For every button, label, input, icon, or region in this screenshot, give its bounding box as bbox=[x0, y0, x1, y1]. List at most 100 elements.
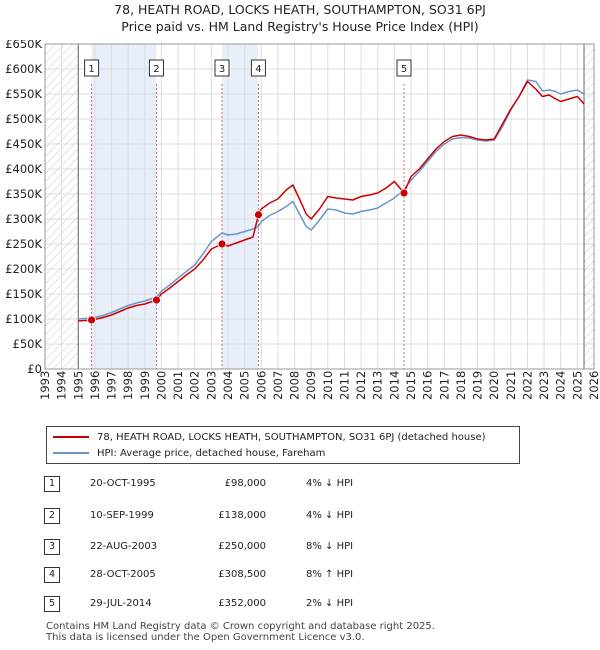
sale-marker-label-4: 4 bbox=[255, 64, 261, 75]
footer-licence: This data is licensed under the Open Gov… bbox=[46, 632, 365, 643]
x-tick-label: 2020 bbox=[487, 371, 501, 400]
y-tick-label: £550K bbox=[5, 87, 42, 101]
sale-number: 1 bbox=[44, 476, 60, 492]
sale-number: 4 bbox=[44, 567, 60, 583]
sale-marker-box-2 bbox=[148, 59, 164, 77]
y-tick-label: £200K bbox=[5, 262, 42, 276]
sale-hpi-diff: 8% ↓ HPI bbox=[306, 541, 354, 552]
chart-subtitle: Price paid vs. HM Land Registry's House … bbox=[121, 19, 479, 34]
property-series-line bbox=[78, 80, 585, 322]
sale-row-5: 5 29-JUL-2014 £352,000 2% ↓ HPI bbox=[44, 596, 404, 612]
footer: Contains HM Land Registry data © Crown c… bbox=[46, 621, 435, 643]
sale-row-4: 4 28-OCT-2005 £308,500 8% ↑ HPI bbox=[44, 567, 404, 583]
sale-marker-box-1 bbox=[84, 59, 100, 77]
x-tick-label: 2007 bbox=[271, 371, 285, 400]
sale-marker-label-5: 5 bbox=[401, 64, 407, 75]
x-tick-label: 1994 bbox=[55, 371, 69, 400]
sale-point-1 bbox=[87, 315, 96, 325]
sale-hpi-diff: 2% ↓ HPI bbox=[306, 598, 354, 609]
y-tick-label: £150K bbox=[5, 287, 42, 301]
sale-number: 2 bbox=[44, 508, 60, 524]
x-tick-label: 2010 bbox=[321, 371, 335, 400]
sale-date: 20-OCT-1995 bbox=[90, 478, 156, 489]
x-tick-label: 1996 bbox=[88, 371, 102, 400]
x-tick-label: 2017 bbox=[437, 371, 451, 400]
x-tick-label: 2025 bbox=[570, 371, 584, 400]
x-tick-label: 2003 bbox=[204, 371, 218, 400]
legend-item-hpi: HPI: Average price, detached house, Fare… bbox=[53, 446, 325, 460]
sale-hpi-diff: 8% ↑ HPI bbox=[306, 569, 354, 580]
x-tick-label: 2021 bbox=[504, 371, 518, 400]
sale-marker-box-4 bbox=[250, 59, 266, 77]
sale-hpi-diff: 4% ↓ HPI bbox=[306, 510, 354, 521]
sale-point-4 bbox=[254, 210, 263, 220]
legend-item-property: 78, HEATH ROAD, LOCKS HEATH, SOUTHAMPTON… bbox=[53, 430, 486, 444]
legend-swatch-property bbox=[53, 436, 89, 438]
sale-marker-box-3 bbox=[214, 59, 230, 77]
chart-legend: 78, HEATH ROAD, LOCKS HEATH, SOUTHAMPTON… bbox=[46, 426, 520, 464]
x-tick-label: 2018 bbox=[454, 371, 468, 400]
sale-price: £98,000 bbox=[224, 478, 266, 489]
sale-band-2 bbox=[222, 44, 259, 369]
x-tick-label: 1998 bbox=[121, 371, 135, 400]
x-tick-label: 2024 bbox=[554, 371, 568, 400]
x-tick-label: 2005 bbox=[238, 371, 252, 400]
footer-copyright: Contains HM Land Registry data © Crown c… bbox=[46, 621, 435, 632]
sale-price: £138,000 bbox=[218, 510, 266, 521]
x-tick-label: 1995 bbox=[71, 371, 85, 400]
sale-date: 10-SEP-1999 bbox=[90, 510, 154, 521]
hpi-series-line bbox=[78, 79, 585, 320]
no-data-hatch-right bbox=[584, 44, 594, 369]
x-tick-label: 2002 bbox=[188, 371, 202, 400]
sale-point-5 bbox=[399, 188, 409, 198]
sale-hpi-diff: 4% ↓ HPI bbox=[306, 478, 354, 489]
sale-number: 3 bbox=[44, 539, 60, 555]
x-tick-label: 2014 bbox=[387, 371, 401, 400]
x-tick-label: 2001 bbox=[171, 371, 185, 400]
sale-row-3: 3 22-AUG-2003 £250,000 8% ↓ HPI bbox=[44, 539, 404, 555]
legend-swatch-hpi bbox=[53, 452, 89, 454]
y-tick-label: £650K bbox=[5, 40, 42, 51]
y-tick-label: £0 bbox=[27, 362, 42, 376]
sale-marker-label-3: 3 bbox=[219, 64, 225, 75]
chart-title: 78, HEATH ROAD, LOCKS HEATH, SOUTHAMPTON… bbox=[114, 2, 486, 17]
x-tick-label: 2022 bbox=[520, 371, 534, 400]
x-tick-label: 1993 bbox=[38, 371, 52, 400]
x-tick-label: 2023 bbox=[537, 371, 551, 400]
sale-band-1 bbox=[91, 44, 157, 369]
y-tick-label: £350K bbox=[5, 187, 42, 201]
y-tick-label: £100K bbox=[5, 312, 42, 326]
plot-frame bbox=[44, 43, 595, 370]
price-chart: 1 2 3 4 5 £0 £50K £100K £150K £200K £250K £300K £350… bbox=[5, 40, 600, 400]
sale-point-2 bbox=[152, 295, 161, 305]
x-tick-label: 2016 bbox=[421, 371, 435, 400]
y-tick-label: £600K bbox=[5, 62, 42, 76]
x-tick-label: 2011 bbox=[337, 371, 351, 400]
y-tick-label: £50K bbox=[13, 337, 43, 351]
sale-number: 5 bbox=[44, 596, 60, 612]
x-tick-label: 2026 bbox=[587, 371, 600, 400]
sale-price: £250,000 bbox=[218, 541, 266, 552]
sale-marker-label-1: 1 bbox=[88, 64, 94, 75]
sale-date: 29-JUL-2014 bbox=[90, 598, 152, 609]
sale-marker-box-5 bbox=[396, 59, 412, 77]
y-tick-label: £300K bbox=[5, 212, 42, 226]
sale-marker-label-2: 2 bbox=[153, 64, 159, 75]
y-tick-label: £500K bbox=[5, 112, 42, 126]
x-tick-label: 2015 bbox=[404, 371, 418, 400]
y-tick-label: £450K bbox=[5, 137, 42, 151]
sale-point-3 bbox=[217, 239, 227, 249]
sale-date: 22-AUG-2003 bbox=[90, 541, 158, 552]
x-tick-label: 1999 bbox=[138, 371, 152, 400]
x-tick-label: 2008 bbox=[288, 371, 302, 400]
x-tick-label: 1997 bbox=[105, 371, 119, 400]
x-tick-label: 2009 bbox=[304, 371, 318, 400]
x-tick-label: 2019 bbox=[471, 371, 485, 400]
x-tick-label: 2013 bbox=[371, 371, 385, 400]
sale-date: 28-OCT-2005 bbox=[90, 569, 156, 580]
legend-label-property: 78, HEATH ROAD, LOCKS HEATH, SOUTHAMPTON… bbox=[97, 431, 486, 443]
sale-price: £352,000 bbox=[218, 598, 266, 609]
x-tick-label: 2004 bbox=[221, 371, 235, 400]
y-tick-label: £250K bbox=[5, 237, 42, 251]
x-tick-label: 2012 bbox=[354, 371, 368, 400]
